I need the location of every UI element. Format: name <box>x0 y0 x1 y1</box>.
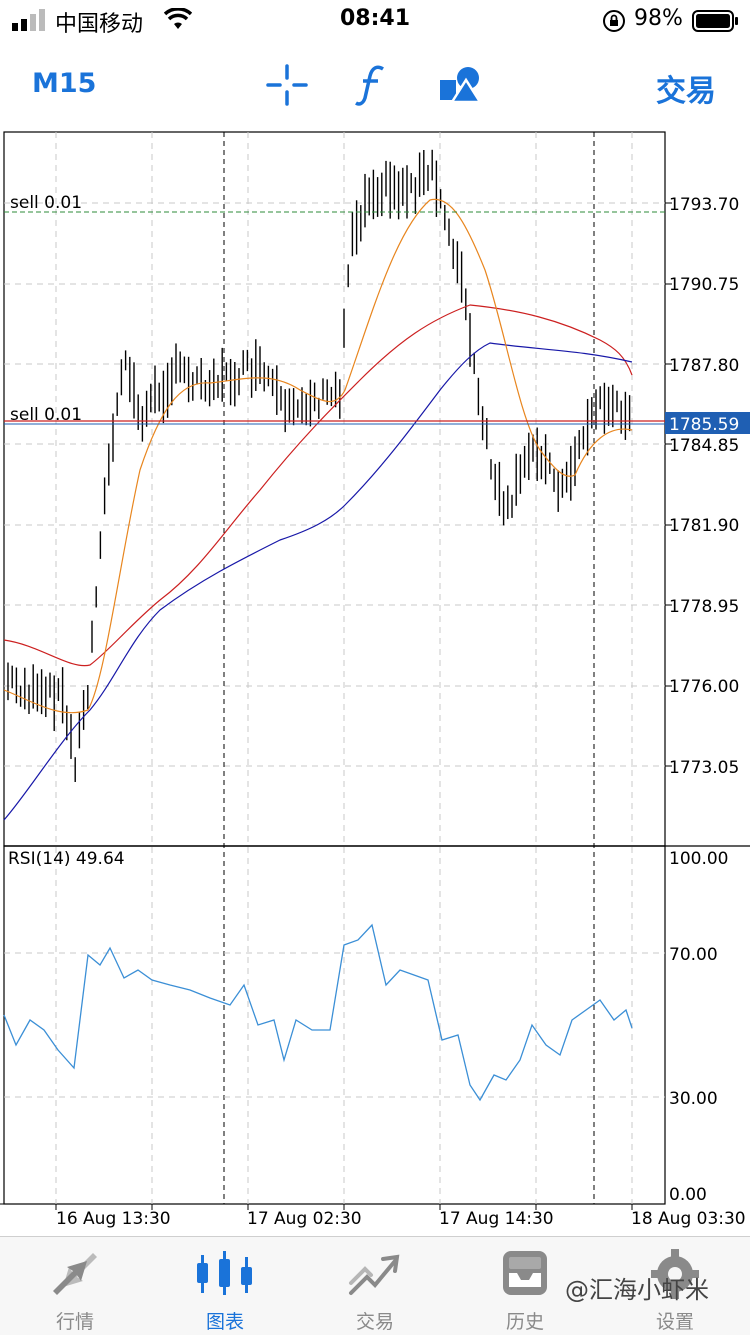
main-chart-frame <box>3 131 666 847</box>
current-price-tag <box>665 412 750 434</box>
tab-label: 历史 <box>505 1311 544 1333</box>
tab-history[interactable]: 历史 <box>450 1237 600 1335</box>
tab-label: 行情 <box>55 1311 94 1333</box>
crosshair-icon[interactable] <box>266 64 308 106</box>
tab-settings[interactable]: 设置 <box>600 1237 750 1335</box>
moving-average-line <box>3 342 633 821</box>
tab-label: 设置 <box>655 1311 694 1333</box>
moving-average-line <box>3 304 633 667</box>
trade-button[interactable]: 交易 <box>656 74 716 109</box>
rsi-level-label: 100.00 <box>669 849 728 869</box>
tab-chart[interactable]: 图表 <box>150 1237 300 1335</box>
price-level-label: 1793.70 <box>669 195 739 215</box>
wifi-icon <box>164 8 192 29</box>
tab-bar: 行情 图表 交易 历史 <box>0 1236 750 1335</box>
tab-quotes[interactable]: 行情 <box>0 1237 150 1335</box>
rotation-lock-icon <box>603 10 625 32</box>
price-level-label: 1781.90 <box>669 516 739 536</box>
time-label: 17 Aug 14:30 <box>439 1209 554 1229</box>
rsi-level-label: 30.00 <box>669 1089 718 1109</box>
rsi-indicator-label: RSI(14) 49.64 <box>8 849 125 869</box>
order-label: sell 0.01 <box>10 405 82 425</box>
rsi-level-label: 70.00 <box>669 945 718 965</box>
time-label: 16 Aug 13:30 <box>56 1209 171 1229</box>
timeframe-button[interactable]: M15 <box>32 68 97 99</box>
tab-label: 图表 <box>205 1311 244 1333</box>
quotes-icon <box>53 1253 97 1295</box>
rsi-level-label: 0.00 <box>669 1185 707 1205</box>
price-level-label: 1778.95 <box>669 597 739 617</box>
price-chart[interactable]: 1793.70 1790.75 1787.80 1784.85 1781.90 … <box>0 130 750 1235</box>
function-icon[interactable] <box>355 64 387 106</box>
tab-trade[interactable]: 交易 <box>300 1237 450 1335</box>
rsi-line <box>3 923 633 1102</box>
candlestick-series <box>7 149 631 783</box>
price-level-label: 1790.75 <box>669 275 739 295</box>
time-label: 17 Aug 02:30 <box>247 1209 362 1229</box>
signal-icon <box>12 9 45 31</box>
rsi-frame <box>3 845 666 1205</box>
time-label: 18 Aug 03:30 <box>631 1209 746 1229</box>
history-icon <box>503 1251 547 1295</box>
battery-percent: 98% <box>634 6 683 31</box>
status-bar: 中国移动 08:41 98% <box>0 0 750 40</box>
order-label: sell 0.01 <box>10 193 82 213</box>
price-level-label: 1773.05 <box>669 758 739 778</box>
settings-icon <box>651 1249 699 1299</box>
clock: 08:41 <box>339 6 411 31</box>
price-level-label: 1776.00 <box>669 677 739 697</box>
battery-icon <box>692 10 738 32</box>
current-price-label: 1785.59 <box>669 415 739 435</box>
trade-icon <box>349 1254 400 1295</box>
tab-label: 交易 <box>355 1311 394 1333</box>
chart-icon <box>197 1251 252 1295</box>
price-level-label: 1784.85 <box>669 436 739 456</box>
moving-average-line <box>3 198 633 714</box>
objects-icon[interactable] <box>438 64 482 106</box>
watermark: @汇海小虾米 <box>565 1276 709 1304</box>
price-level-label: 1787.80 <box>669 356 739 376</box>
chart-toolbar: M15 交易 <box>0 50 750 120</box>
carrier-name: 中国移动 <box>55 12 144 37</box>
